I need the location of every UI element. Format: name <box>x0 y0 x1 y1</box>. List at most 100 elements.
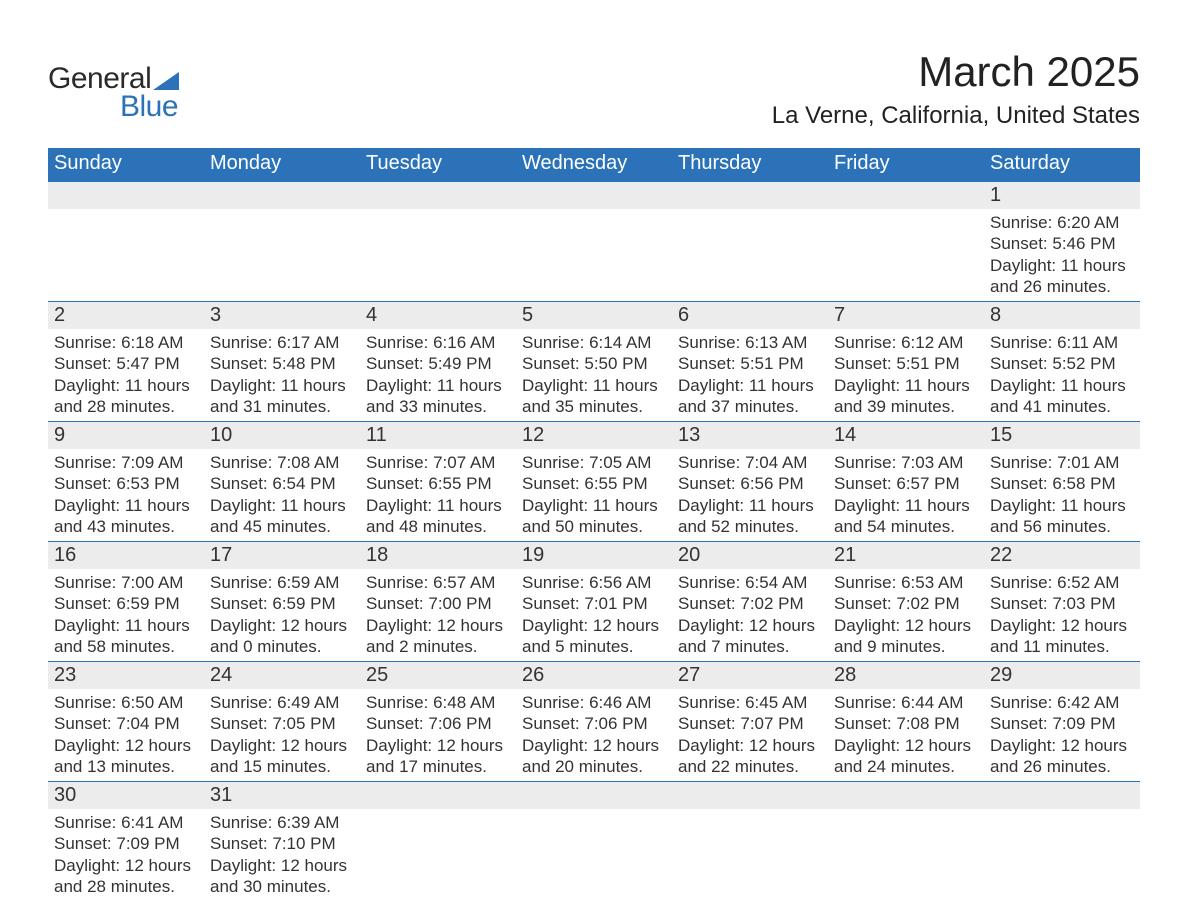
sunset-text: Sunset: 7:09 PM <box>990 713 1134 734</box>
daylight-text: Daylight: 11 hours <box>210 375 354 396</box>
daylight-text: Daylight: 11 hours <box>834 375 978 396</box>
daylight-text: Daylight: 12 hours <box>366 615 510 636</box>
day-number-cell: 20 <box>672 542 828 570</box>
day-detail-cell: Sunrise: 7:04 AMSunset: 6:56 PMDaylight:… <box>672 449 828 542</box>
sunrise-text: Sunrise: 6:39 AM <box>210 812 354 833</box>
sunrise-text: Sunrise: 6:41 AM <box>54 812 198 833</box>
sunrise-text: Sunrise: 6:11 AM <box>990 332 1134 353</box>
sunset-text: Sunset: 5:47 PM <box>54 353 198 374</box>
day-detail-cell <box>984 809 1140 901</box>
daynum-row: 3031 <box>48 782 1140 810</box>
sunset-text: Sunset: 7:03 PM <box>990 593 1134 614</box>
daylight-text: Daylight: 11 hours <box>678 495 822 516</box>
day-number-cell <box>48 182 204 210</box>
day-number-cell: 19 <box>516 542 672 570</box>
daylight-text: and 37 minutes. <box>678 396 822 417</box>
day-detail-cell <box>48 209 204 302</box>
daylight-text: and 26 minutes. <box>990 756 1134 777</box>
daynum-row: 2345678 <box>48 302 1140 330</box>
sunset-text: Sunset: 5:49 PM <box>366 353 510 374</box>
daylight-text: Daylight: 11 hours <box>990 375 1134 396</box>
sunset-text: Sunset: 6:59 PM <box>210 593 354 614</box>
weekday-header: Wednesday <box>516 148 672 182</box>
sunset-text: Sunset: 6:56 PM <box>678 473 822 494</box>
daylight-text: and 39 minutes. <box>834 396 978 417</box>
day-detail-cell <box>672 809 828 901</box>
calendar-table: SundayMondayTuesdayWednesdayThursdayFrid… <box>48 148 1140 901</box>
sunset-text: Sunset: 5:51 PM <box>678 353 822 374</box>
day-detail-cell <box>360 809 516 901</box>
daylight-text: Daylight: 11 hours <box>54 375 198 396</box>
day-number-cell: 26 <box>516 662 672 690</box>
daylight-text: Daylight: 12 hours <box>522 615 666 636</box>
page-title: March 2025 <box>772 48 1140 96</box>
day-detail-cell: Sunrise: 6:49 AMSunset: 7:05 PMDaylight:… <box>204 689 360 782</box>
day-number-cell: 8 <box>984 302 1140 330</box>
daylight-text: and 45 minutes. <box>210 516 354 537</box>
day-number-cell: 14 <box>828 422 984 450</box>
weekday-header: Saturday <box>984 148 1140 182</box>
day-detail-cell: Sunrise: 6:41 AMSunset: 7:09 PMDaylight:… <box>48 809 204 901</box>
day-detail-cell <box>360 209 516 302</box>
day-number-cell <box>828 782 984 810</box>
daylight-text: Daylight: 12 hours <box>210 855 354 876</box>
sunrise-text: Sunrise: 6:12 AM <box>834 332 978 353</box>
daylight-text: and 2 minutes. <box>366 636 510 657</box>
daylight-text: and 24 minutes. <box>834 756 978 777</box>
daynum-row: 23242526272829 <box>48 662 1140 690</box>
calendar-body: 1 Sunrise: 6:20 AMSunset: 5:46 PMDayligh… <box>48 182 1140 902</box>
daylight-text: and 41 minutes. <box>990 396 1134 417</box>
daylight-text: Daylight: 11 hours <box>834 495 978 516</box>
detail-row: Sunrise: 6:41 AMSunset: 7:09 PM Daylight:… <box>48 809 1140 901</box>
day-detail-cell: Sunrise: 6:54 AMSunset: 7:02 PMDaylight:… <box>672 569 828 662</box>
day-number-cell: 12 <box>516 422 672 450</box>
daylight-text: and 7 minutes. <box>678 636 822 657</box>
day-number-cell: 13 <box>672 422 828 450</box>
day-number-cell <box>516 782 672 810</box>
sunset-text: Sunset: 6:54 PM <box>210 473 354 494</box>
sunrise-text: Sunrise: 6:13 AM <box>678 332 822 353</box>
day-number-cell: 27 <box>672 662 828 690</box>
weekday-header: Monday <box>204 148 360 182</box>
sunrise-text: Sunrise: 7:04 AM <box>678 452 822 473</box>
day-number-cell <box>516 182 672 210</box>
day-number-cell: 30 <box>48 782 204 810</box>
sunset-text: Sunset: 7:09 PM <box>54 833 198 854</box>
sunrise-text: Sunrise: 6:57 AM <box>366 572 510 593</box>
sunset-text: Sunset: 7:06 PM <box>522 713 666 734</box>
day-detail-cell <box>828 809 984 901</box>
sunset-text: Sunset: 7:06 PM <box>366 713 510 734</box>
day-number-cell: 29 <box>984 662 1140 690</box>
sunrise-text: Sunrise: 7:08 AM <box>210 452 354 473</box>
sunrise-text: Sunrise: 7:01 AM <box>990 452 1134 473</box>
day-number-cell: 24 <box>204 662 360 690</box>
sunrise-text: Sunrise: 6:49 AM <box>210 692 354 713</box>
daylight-text: and 17 minutes. <box>366 756 510 777</box>
sunrise-text: Sunrise: 6:14 AM <box>522 332 666 353</box>
day-number-cell: 15 <box>984 422 1140 450</box>
weekday-header-row: SundayMondayTuesdayWednesdayThursdayFrid… <box>48 148 1140 182</box>
day-number-cell: 11 <box>360 422 516 450</box>
day-detail-cell: Sunrise: 7:00 AMSunset: 6:59 PMDaylight:… <box>48 569 204 662</box>
sunset-text: Sunset: 6:58 PM <box>990 473 1134 494</box>
day-detail-cell: Sunrise: 6:57 AMSunset: 7:00 PMDaylight:… <box>360 569 516 662</box>
sunrise-text: Sunrise: 6:44 AM <box>834 692 978 713</box>
day-number-cell: 7 <box>828 302 984 330</box>
sunset-text: Sunset: 7:10 PM <box>210 833 354 854</box>
sunrise-text: Sunrise: 7:00 AM <box>54 572 198 593</box>
day-number-cell: 22 <box>984 542 1140 570</box>
sunset-text: Sunset: 6:53 PM <box>54 473 198 494</box>
sunrise-text: Sunrise: 6:20 AM <box>990 212 1134 233</box>
sunrise-text: Sunrise: 7:05 AM <box>522 452 666 473</box>
day-number-cell <box>828 182 984 210</box>
day-detail-cell: Sunrise: 6:48 AMSunset: 7:06 PMDaylight:… <box>360 689 516 782</box>
sunset-text: Sunset: 7:02 PM <box>678 593 822 614</box>
day-number-cell <box>984 782 1140 810</box>
daylight-text: Daylight: 12 hours <box>990 615 1134 636</box>
detail-row: Sunrise: 7:00 AM Sunset: 6:59 PM Daylight:… <box>48 569 1140 662</box>
sunset-text: Sunset: 5:46 PM <box>990 233 1134 254</box>
sunset-text: Sunset: 7:08 PM <box>834 713 978 734</box>
sunset-text: Sunset: 7:00 PM <box>366 593 510 614</box>
sunset-text: Sunset: 7:07 PM <box>678 713 822 734</box>
sunrise-text: Sunrise: 6:56 AM <box>522 572 666 593</box>
